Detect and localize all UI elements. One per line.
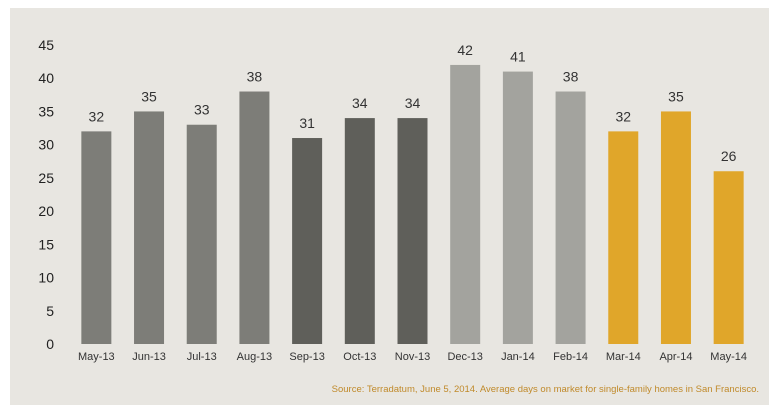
bar-aug-13 xyxy=(239,91,270,344)
y-tick-label: 45 xyxy=(38,37,54,53)
x-tick-label: Oct-13 xyxy=(343,351,376,363)
x-tick-label: Aug-13 xyxy=(237,351,272,363)
bar-nov-13 xyxy=(397,118,428,344)
data-label: 34 xyxy=(352,95,368,111)
bar-feb-14 xyxy=(555,91,586,344)
y-tick-label: 15 xyxy=(38,236,54,252)
x-tick-label: Nov-13 xyxy=(395,351,430,363)
x-tick-label: Feb-14 xyxy=(553,351,588,363)
data-label: 42 xyxy=(457,42,473,58)
y-tick-label: 0 xyxy=(46,336,54,352)
bar-oct-13 xyxy=(344,118,375,344)
x-tick-label: Mar-14 xyxy=(606,351,641,363)
data-label: 33 xyxy=(194,102,210,118)
data-label: 38 xyxy=(563,69,579,85)
data-label: 38 xyxy=(247,69,263,85)
data-label: 32 xyxy=(89,108,105,124)
x-tick-label: Jun-13 xyxy=(132,351,166,363)
y-tick-label: 10 xyxy=(38,270,54,286)
y-tick-label: 20 xyxy=(38,203,54,219)
data-label: 34 xyxy=(405,95,421,111)
bar-dec-13 xyxy=(450,64,481,344)
data-label: 31 xyxy=(299,115,315,131)
bar-sep-13 xyxy=(292,138,323,344)
source-note: Source: Terradatum, June 5, 2014. Averag… xyxy=(331,384,759,395)
x-tick-label: Dec-13 xyxy=(447,351,482,363)
data-label: 35 xyxy=(668,88,684,104)
x-tick-label: Jan-14 xyxy=(501,351,535,363)
bar-jun-13 xyxy=(134,111,165,344)
data-label: 32 xyxy=(615,108,631,124)
bar-jan-14 xyxy=(502,71,533,345)
y-tick-label: 35 xyxy=(38,103,54,119)
y-tick-label: 5 xyxy=(46,303,54,319)
data-label: 41 xyxy=(510,49,526,65)
bar-jul-13 xyxy=(186,124,217,344)
x-tick-label: May-14 xyxy=(710,351,747,363)
x-tick-label: May-13 xyxy=(78,351,115,363)
x-tick-label: Jul-13 xyxy=(187,351,217,363)
data-label: 26 xyxy=(721,148,737,164)
bar-may-13 xyxy=(81,131,112,344)
bar-may-14 xyxy=(713,171,744,344)
x-tick-label: Apr-14 xyxy=(659,351,692,363)
x-tick-label: Sep-13 xyxy=(289,351,324,363)
bar-mar-14 xyxy=(608,131,639,344)
y-tick-label: 40 xyxy=(38,70,54,86)
bar-apr-14 xyxy=(660,111,691,344)
y-tick-label: 25 xyxy=(38,170,54,186)
y-tick-label: 30 xyxy=(38,137,54,153)
data-label: 35 xyxy=(141,88,157,104)
